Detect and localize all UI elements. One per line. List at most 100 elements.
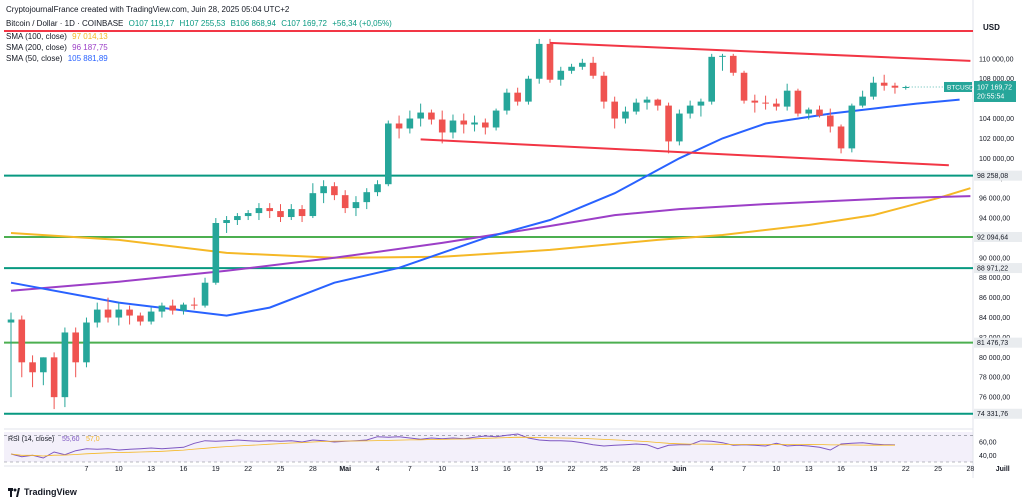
credit-text: CryptojournalFrance created with Trading… — [6, 5, 290, 14]
y-tick-label: 110 000,00 — [979, 56, 1014, 63]
y-tick-label: 84 000,00 — [979, 315, 1010, 322]
candle-body — [406, 118, 414, 129]
tradingview-brand[interactable]: TradingView — [8, 487, 77, 497]
candle-body — [158, 305, 166, 312]
level-label: 92 094,64 — [977, 234, 1008, 241]
y-tick-label: 100 000,00 — [979, 156, 1014, 163]
price-tag-bg — [974, 80, 1016, 102]
x-tick-label: 7 — [742, 466, 746, 473]
x-tick-label: 22 — [902, 466, 910, 473]
x-tick-label: 7 — [408, 466, 412, 473]
x-tick-label: 19 — [212, 466, 220, 473]
x-tick-label: 16 — [180, 466, 188, 473]
x-tick-label: 28 — [309, 466, 317, 473]
candle-body — [676, 113, 683, 142]
indicator-label: SMA (200, close) — [6, 43, 67, 52]
rsi-ma-line — [10, 436, 895, 457]
candle-body — [525, 78, 532, 102]
candle-body — [729, 55, 737, 73]
candle-body — [773, 103, 780, 107]
symbol-tag: BTCUSD — [947, 84, 974, 91]
sma200-line — [10, 195, 971, 292]
candle-body — [72, 332, 79, 363]
symbol-tag-bg — [944, 81, 972, 92]
x-tick-label: 13 — [805, 466, 813, 473]
candle-body — [697, 101, 705, 106]
candle-body — [169, 305, 176, 311]
candle-body — [83, 322, 90, 363]
candle-body — [287, 209, 295, 218]
level-label: 88 971,22 — [977, 266, 1008, 273]
candle-body — [385, 123, 392, 185]
indicator-sma50[interactable]: SMA (50, close) 105 881,89 — [6, 53, 108, 64]
candle-body — [147, 311, 155, 322]
indicator-label: SMA (100, close) — [6, 32, 67, 41]
candle-body — [751, 100, 759, 103]
y-tick-label: 94 000,00 — [979, 216, 1010, 223]
rsi-ma-value: 57,0 — [86, 436, 100, 443]
candle-body — [848, 105, 856, 149]
indicator-value: 97 014,13 — [72, 32, 108, 41]
candle-body — [438, 119, 446, 133]
candle-body — [277, 211, 284, 218]
candle-body — [880, 82, 888, 86]
candle-body — [137, 315, 144, 322]
rsi-pane — [4, 432, 973, 462]
x-tick-label: Mai — [339, 466, 351, 473]
ohlc-change: +56,34 (+0,05%) — [332, 19, 392, 28]
indicator-sma100[interactable]: SMA (100, close) 97 014,13 — [6, 31, 108, 42]
symbol-title[interactable]: Bitcoin / Dollar · 1D · COINBASE — [6, 19, 124, 28]
candle-body — [234, 216, 241, 221]
candle-body — [61, 332, 69, 398]
y-tick-label: 90 000,00 — [979, 255, 1010, 262]
trendline — [549, 41, 971, 62]
ohlc-high: H107 255,53 — [179, 19, 226, 28]
indicator-sma200[interactable]: SMA (200, close) 96 187,75 — [6, 42, 108, 53]
rsi: 60,00 40,00 RSI (14, close) 55,60 57,0 — [4, 433, 997, 463]
x-tick-label: 19 — [535, 466, 543, 473]
candle-body — [665, 105, 672, 142]
x-axis: 7 10 13 16 19 22 25 28 Mai 4 7 10 13 16 19 22 25 28 Juin 4 7… — [85, 466, 1010, 473]
main-pane — [4, 24, 973, 427]
candle-body — [417, 112, 424, 119]
candle-body — [363, 192, 371, 203]
rsi-value: 55,60 — [62, 436, 80, 443]
candle-body — [374, 184, 381, 193]
x-tick-label: 4 — [710, 466, 714, 473]
x-tick-label: 10 — [115, 466, 123, 473]
candle-body — [93, 309, 101, 323]
candle-body — [482, 122, 489, 128]
level-label-bg — [974, 337, 1022, 348]
candle-body — [428, 112, 435, 120]
candle-body — [492, 110, 500, 128]
level-label-bg — [974, 408, 1022, 419]
candle-body — [460, 120, 468, 125]
x-tick-label: 22 — [244, 466, 252, 473]
price-tag-value: 107 169,72 — [977, 84, 1012, 91]
candle-body — [762, 102, 769, 104]
y-tick-label: 80 000,00 — [979, 355, 1010, 362]
indicator-label: SMA (50, close) — [6, 54, 63, 63]
candle-body — [126, 309, 133, 316]
candle-body — [805, 109, 813, 114]
y-tick-label: 96 000,00 — [979, 196, 1010, 203]
ohlc-low: B106 868,94 — [230, 19, 276, 28]
x-tick-label: 7 — [85, 466, 89, 473]
candle-body — [622, 111, 629, 119]
candle-body — [341, 195, 349, 209]
rsi-line — [10, 433, 896, 459]
candle-body — [40, 357, 47, 373]
ohlc-open: O107 119,17 — [128, 19, 175, 28]
candle-body — [29, 362, 36, 373]
candle-body — [255, 208, 263, 214]
y-tick-label: 108 000,00 — [979, 76, 1014, 83]
indicator-value: 105 881,89 — [67, 54, 108, 63]
candle-body — [180, 304, 187, 311]
x-tick-label: 10 — [772, 466, 780, 473]
ohlc-close: C107 169,72 — [281, 19, 328, 28]
candle-body — [201, 282, 209, 306]
candle-body — [600, 75, 608, 102]
x-tick-label: 19 — [870, 466, 878, 473]
